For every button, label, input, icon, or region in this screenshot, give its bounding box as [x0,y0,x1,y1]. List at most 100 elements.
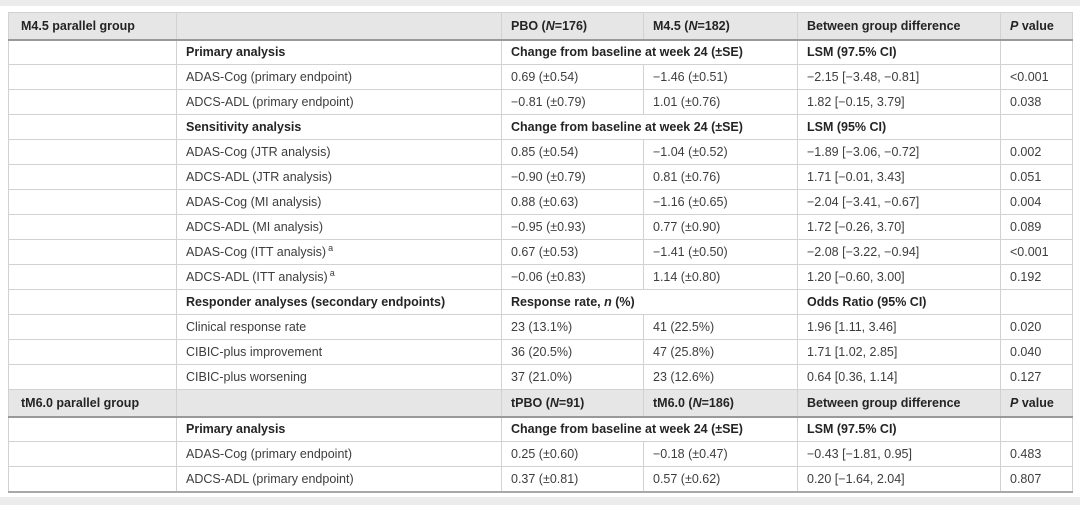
section-title: Primary analysis [176,416,502,442]
measure-header: Change from baseline at week 24 (±SE) [501,114,798,140]
pbo-header-text: tPBO ( [511,395,550,410]
italic-n: n [604,295,612,309]
active-column-header: tM6.0 (N=186) [643,389,798,418]
pbo-header-text: PBO ( [511,18,546,33]
table-row: ADAS-Cog (primary endpoint) 0.69 (±0.54)… [8,64,1073,90]
section-title: Sensitivity analysis [176,114,502,140]
active-value: −1.16 (±0.65) [643,189,798,215]
active-value: −1.41 (±0.50) [643,239,798,265]
endpoint-label: ADCS-ADL (primary endpoint) [176,89,502,115]
clinical-results-table: M4.5 parallel group PBO (N=176) M4.5 (N=… [8,12,1073,493]
section-row: Primary analysis Change from baseline at… [8,416,1073,442]
effect-header: LSM (95% CI) [797,114,1001,140]
endpoint-label: ADAS-Cog (MI analysis) [176,189,502,215]
empty-cell [8,339,177,365]
active-value: −0.18 (±0.47) [643,441,798,467]
section-title: Primary analysis [176,39,502,65]
empty-cell [8,364,177,390]
active-value: 0.81 (±0.76) [643,164,798,190]
p-value: <0.001 [1000,239,1073,265]
pbo-value: 0.25 (±0.60) [501,441,644,467]
pbo-value: 37 (21.0%) [501,364,644,390]
pbo-value: −0.95 (±0.93) [501,214,644,240]
p-value: 0.807 [1000,466,1073,492]
empty-cell [8,39,177,65]
pbo-value: 0.85 (±0.54) [501,139,644,165]
empty-cell [1000,114,1073,140]
diff-value: 1.72 [−0.26, 3.70] [797,214,1001,240]
endpoint-label: ADCS-ADL (MI analysis) [176,214,502,240]
italic-p: P [1010,395,1019,410]
pvalue-column-header: P value [1000,12,1073,41]
p-value: <0.001 [1000,64,1073,90]
table-row: ADCS-ADL (ITT analysis) a −0.06 (±0.83) 1… [8,264,1073,290]
p-value: 0.089 [1000,214,1073,240]
endpoint-label: ADAS-Cog (primary endpoint) [176,64,502,90]
diff-value: 1.96 [1.11, 3.46] [797,314,1001,340]
group-label: M4.5 parallel group [8,12,177,41]
effect-header: LSM (97.5% CI) [797,39,1001,65]
empty-cell [8,264,177,290]
empty-cell [176,12,502,41]
italic-n: N [549,395,559,410]
measure-header: Response rate, n (%) [501,289,798,315]
empty-cell [8,289,177,315]
diff-value: −0.43 [−1.81, 0.95] [797,441,1001,467]
table-row: ADAS-Cog (ITT analysis) a 0.67 (±0.53) −1… [8,239,1073,265]
endpoint-label: CIBIC-plus worsening [176,364,502,390]
footnote-marker: a [328,242,334,253]
group-header-row: M4.5 parallel group PBO (N=176) M4.5 (N=… [8,12,1073,41]
pbo-value: −0.90 (±0.79) [501,164,644,190]
active-value: −1.04 (±0.52) [643,139,798,165]
pvalue-column-header: P value [1000,389,1073,418]
empty-cell [8,114,177,140]
table-row: CIBIC-plus worsening 37 (21.0%) 23 (12.6… [8,364,1073,390]
italic-n: N [545,18,555,33]
pbo-value: 23 (13.1%) [501,314,644,340]
active-header-text: tM6.0 ( [653,395,693,410]
table-row: ADCS-ADL (primary endpoint) 0.37 (±0.81)… [8,466,1073,492]
pbo-value: 0.37 (±0.81) [501,466,644,492]
active-value: 47 (25.8%) [643,339,798,365]
diff-value: 1.82 [−0.15, 3.79] [797,89,1001,115]
active-value: 23 (12.6%) [643,364,798,390]
table-row: Clinical response rate 23 (13.1%) 41 (22… [8,314,1073,340]
p-value: 0.192 [1000,264,1073,290]
empty-cell [8,89,177,115]
active-value: 41 (22.5%) [643,314,798,340]
diff-value: 0.20 [−1.64, 2.04] [797,466,1001,492]
active-header-text: M4.5 ( [653,18,689,33]
diff-value: −2.15 [−3.48, −0.81] [797,64,1001,90]
empty-cell [1000,416,1073,442]
empty-cell [8,164,177,190]
italic-n: N [688,18,698,33]
table-row: ADCS-ADL (MI analysis) −0.95 (±0.93) 0.7… [8,214,1073,240]
table-row: ADCS-ADL (JTR analysis) −0.90 (±0.79) 0.… [8,164,1073,190]
endpoint-label: ADAS-Cog (ITT analysis) a [176,239,502,265]
group-label: tM6.0 parallel group [8,389,177,418]
endpoint-label: ADCS-ADL (ITT analysis) a [176,264,502,290]
measure-header: Change from baseline at week 24 (±SE) [501,416,798,442]
effect-header: Odds Ratio (95% CI) [797,289,1001,315]
pbo-value: 0.88 (±0.63) [501,189,644,215]
diff-value: 0.64 [0.36, 1.14] [797,364,1001,390]
empty-cell [8,214,177,240]
active-column-header: M4.5 (N=182) [643,12,798,41]
diff-value: 1.71 [−0.01, 3.43] [797,164,1001,190]
measure-header: Change from baseline at week 24 (±SE) [501,39,798,65]
endpoint-label: ADAS-Cog (JTR analysis) [176,139,502,165]
effect-header: LSM (97.5% CI) [797,416,1001,442]
pbo-value: 0.69 (±0.54) [501,64,644,90]
active-value: 0.57 (±0.62) [643,466,798,492]
footnote-marker: a [329,267,335,278]
pbo-value: −0.81 (±0.79) [501,89,644,115]
diff-value: −1.89 [−3.06, −0.72] [797,139,1001,165]
diff-column-header: Between group difference [797,389,1001,418]
pbo-value: 36 (20.5%) [501,339,644,365]
active-value: 1.01 (±0.76) [643,89,798,115]
endpoint-label: ADCS-ADL (primary endpoint) [176,466,502,492]
empty-cell [8,139,177,165]
section-row: Sensitivity analysis Change from baselin… [8,114,1073,140]
table-row: ADCS-ADL (primary endpoint) −0.81 (±0.79… [8,89,1073,115]
p-value: 0.002 [1000,139,1073,165]
